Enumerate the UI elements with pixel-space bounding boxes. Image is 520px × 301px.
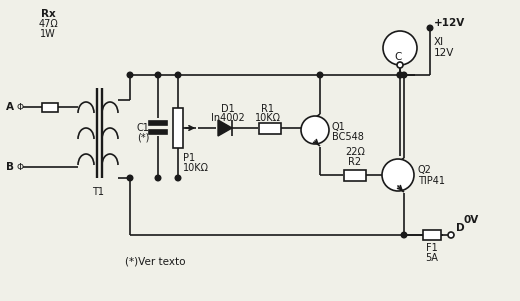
Text: 1W: 1W (40, 29, 56, 39)
Text: +12V: +12V (434, 18, 465, 28)
Circle shape (383, 31, 417, 65)
Circle shape (397, 72, 403, 78)
Circle shape (397, 72, 403, 78)
Text: F1: F1 (426, 243, 438, 253)
Text: 10KΩ: 10KΩ (255, 113, 281, 123)
Text: 10KΩ: 10KΩ (183, 163, 209, 173)
Bar (149, 130, 167, 134)
Text: 5A: 5A (425, 253, 438, 263)
Circle shape (155, 72, 161, 78)
Circle shape (448, 232, 454, 238)
Circle shape (175, 72, 181, 78)
Bar (173, 108, 183, 148)
Bar (344, 169, 366, 181)
Polygon shape (218, 120, 232, 136)
Text: Rx: Rx (41, 9, 55, 19)
Circle shape (175, 175, 181, 181)
Bar (259, 123, 281, 134)
Text: B: B (6, 162, 14, 172)
Bar (423, 230, 441, 240)
Text: R2: R2 (348, 157, 361, 167)
Text: TIP41: TIP41 (418, 176, 445, 186)
Text: Xl: Xl (434, 37, 444, 47)
Text: P1: P1 (183, 153, 195, 163)
Text: BC548: BC548 (332, 132, 364, 142)
Circle shape (401, 232, 407, 238)
Text: 47Ω: 47Ω (38, 19, 58, 29)
Bar (42, 103, 58, 111)
Text: D1: D1 (221, 104, 235, 114)
Text: A: A (6, 102, 14, 112)
Text: C: C (394, 52, 401, 62)
Circle shape (382, 159, 414, 191)
Text: C1: C1 (136, 123, 149, 133)
Text: (*)Ver texto: (*)Ver texto (125, 257, 185, 267)
Circle shape (127, 72, 133, 78)
Circle shape (155, 175, 161, 181)
Circle shape (397, 62, 403, 68)
Text: Q1: Q1 (332, 122, 346, 132)
Text: D: D (456, 223, 465, 233)
Bar (149, 121, 167, 125)
Text: T1: T1 (92, 187, 104, 197)
Text: 22Ω: 22Ω (345, 147, 365, 157)
Text: Φ: Φ (17, 103, 23, 111)
Circle shape (301, 116, 329, 144)
Text: 12V: 12V (434, 48, 454, 58)
Text: In4002: In4002 (211, 113, 245, 123)
Circle shape (401, 72, 407, 78)
Text: Q2: Q2 (418, 165, 432, 175)
Circle shape (317, 72, 323, 78)
Text: (*): (*) (137, 133, 149, 143)
Circle shape (427, 25, 433, 31)
Text: Φ: Φ (17, 163, 23, 172)
Text: 0V: 0V (464, 215, 479, 225)
Text: R1: R1 (262, 104, 275, 114)
Circle shape (127, 175, 133, 181)
